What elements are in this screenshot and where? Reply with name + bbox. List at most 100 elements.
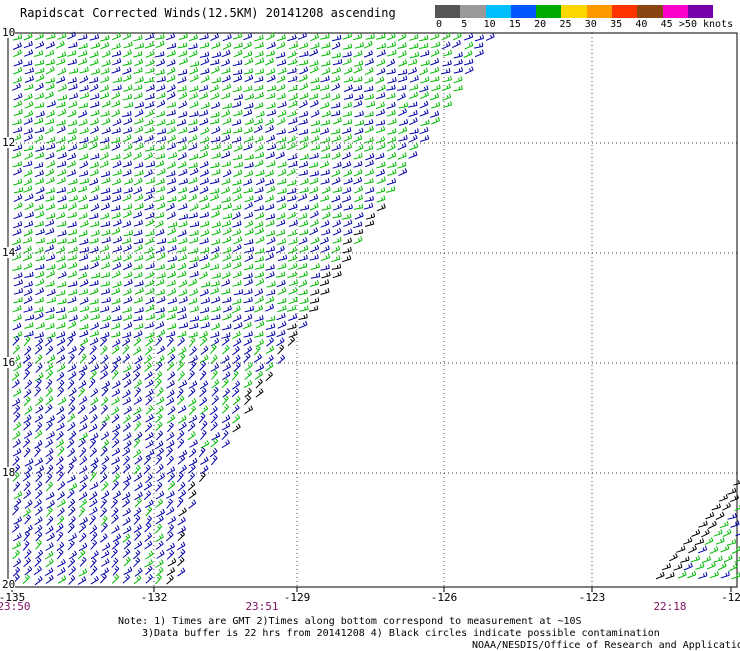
wind-barb <box>123 49 132 58</box>
wind-barb <box>177 186 188 194</box>
wind-barb <box>123 84 133 92</box>
wind-barb <box>12 430 21 440</box>
wind-barb <box>342 246 352 254</box>
wind-barb <box>661 563 672 571</box>
wind-barb <box>100 84 110 93</box>
wind-barb <box>24 110 34 118</box>
wind-barb <box>265 264 275 271</box>
wind-barb <box>375 169 385 177</box>
wind-barb <box>222 363 232 372</box>
wind-barb <box>199 306 210 314</box>
wind-barb <box>178 489 187 499</box>
wind-barb <box>188 34 198 42</box>
wind-barb <box>122 574 131 584</box>
wind-barb <box>155 559 164 568</box>
wind-barb <box>386 58 396 67</box>
wind-barb <box>67 202 77 211</box>
wind-barb <box>200 169 209 177</box>
wind-barb <box>67 540 75 551</box>
wind-barb <box>166 549 175 560</box>
wind-barb <box>298 220 309 228</box>
wind-barb <box>56 406 65 416</box>
wind-barb <box>683 537 693 545</box>
wind-barb <box>134 125 144 134</box>
wind-barb <box>365 100 376 108</box>
wind-barb <box>288 203 298 211</box>
wind-barb <box>189 361 197 372</box>
wind-barb <box>79 297 89 305</box>
wind-barb <box>255 363 265 372</box>
wind-barb <box>309 280 319 287</box>
wind-barb <box>298 59 309 66</box>
wind-barb <box>143 454 151 465</box>
wind-barb <box>100 567 110 576</box>
wind-barb <box>134 482 143 492</box>
wind-barb <box>200 465 209 475</box>
wind-barb <box>331 263 342 270</box>
wind-barb <box>155 498 164 509</box>
wind-barb <box>420 91 429 100</box>
wind-barb <box>167 255 177 262</box>
wind-barb <box>13 498 22 508</box>
wind-barb <box>244 154 254 161</box>
wind-barb <box>453 59 463 66</box>
wind-barb <box>198 447 206 458</box>
wind-barb <box>310 144 321 151</box>
wind-barb <box>90 93 100 100</box>
wind-barb <box>354 93 364 101</box>
wind-barb <box>266 160 276 168</box>
wind-barb <box>243 345 253 355</box>
wind-barb <box>265 252 275 261</box>
wind-barb <box>287 75 298 83</box>
wind-barb <box>453 76 463 84</box>
wind-barb <box>244 220 254 229</box>
wind-barb <box>78 212 88 220</box>
wind-barb <box>167 271 177 279</box>
wind-barb <box>154 370 163 381</box>
wind-barb <box>298 212 308 220</box>
wind-barb <box>89 438 97 449</box>
wind-barb <box>11 371 20 381</box>
wind-barb <box>134 142 144 151</box>
wind-barb <box>222 253 232 262</box>
wind-barb <box>123 313 133 321</box>
wind-barb <box>99 91 110 100</box>
wind-barb <box>111 507 119 518</box>
wind-barb <box>707 520 717 529</box>
wind-barb <box>429 92 440 101</box>
wind-barb <box>22 253 33 262</box>
wind-barb <box>701 529 710 538</box>
wind-barb <box>13 490 23 500</box>
wind-barb <box>34 59 45 66</box>
wind-barb <box>78 370 86 381</box>
wind-barb <box>56 491 65 501</box>
wind-barb <box>34 151 45 159</box>
wind-barb <box>298 128 309 135</box>
wind-barb <box>90 261 99 270</box>
wind-barb <box>24 67 34 75</box>
wind-barb <box>189 167 199 176</box>
wind-barb <box>222 227 232 236</box>
wind-barb <box>341 213 352 220</box>
wind-barb <box>310 33 320 42</box>
wind-barb <box>122 253 132 262</box>
wind-barb <box>133 296 143 304</box>
wind-barb <box>23 420 31 431</box>
wind-barb <box>132 371 141 382</box>
wind-barb <box>298 313 308 320</box>
wind-barb <box>342 127 352 134</box>
wind-barb <box>320 169 330 176</box>
wind-barb <box>156 472 166 482</box>
wind-barb <box>178 237 188 245</box>
wind-barb <box>288 287 298 295</box>
wind-barb <box>111 297 121 305</box>
wind-barb <box>44 49 55 57</box>
wind-barb <box>67 134 77 143</box>
wind-barb <box>112 430 120 441</box>
wind-barb <box>156 58 166 67</box>
wind-barb <box>409 75 419 83</box>
wind-barb <box>122 288 132 296</box>
wind-barb <box>101 481 109 492</box>
wind-barb <box>24 151 34 160</box>
wind-barb <box>243 211 254 219</box>
